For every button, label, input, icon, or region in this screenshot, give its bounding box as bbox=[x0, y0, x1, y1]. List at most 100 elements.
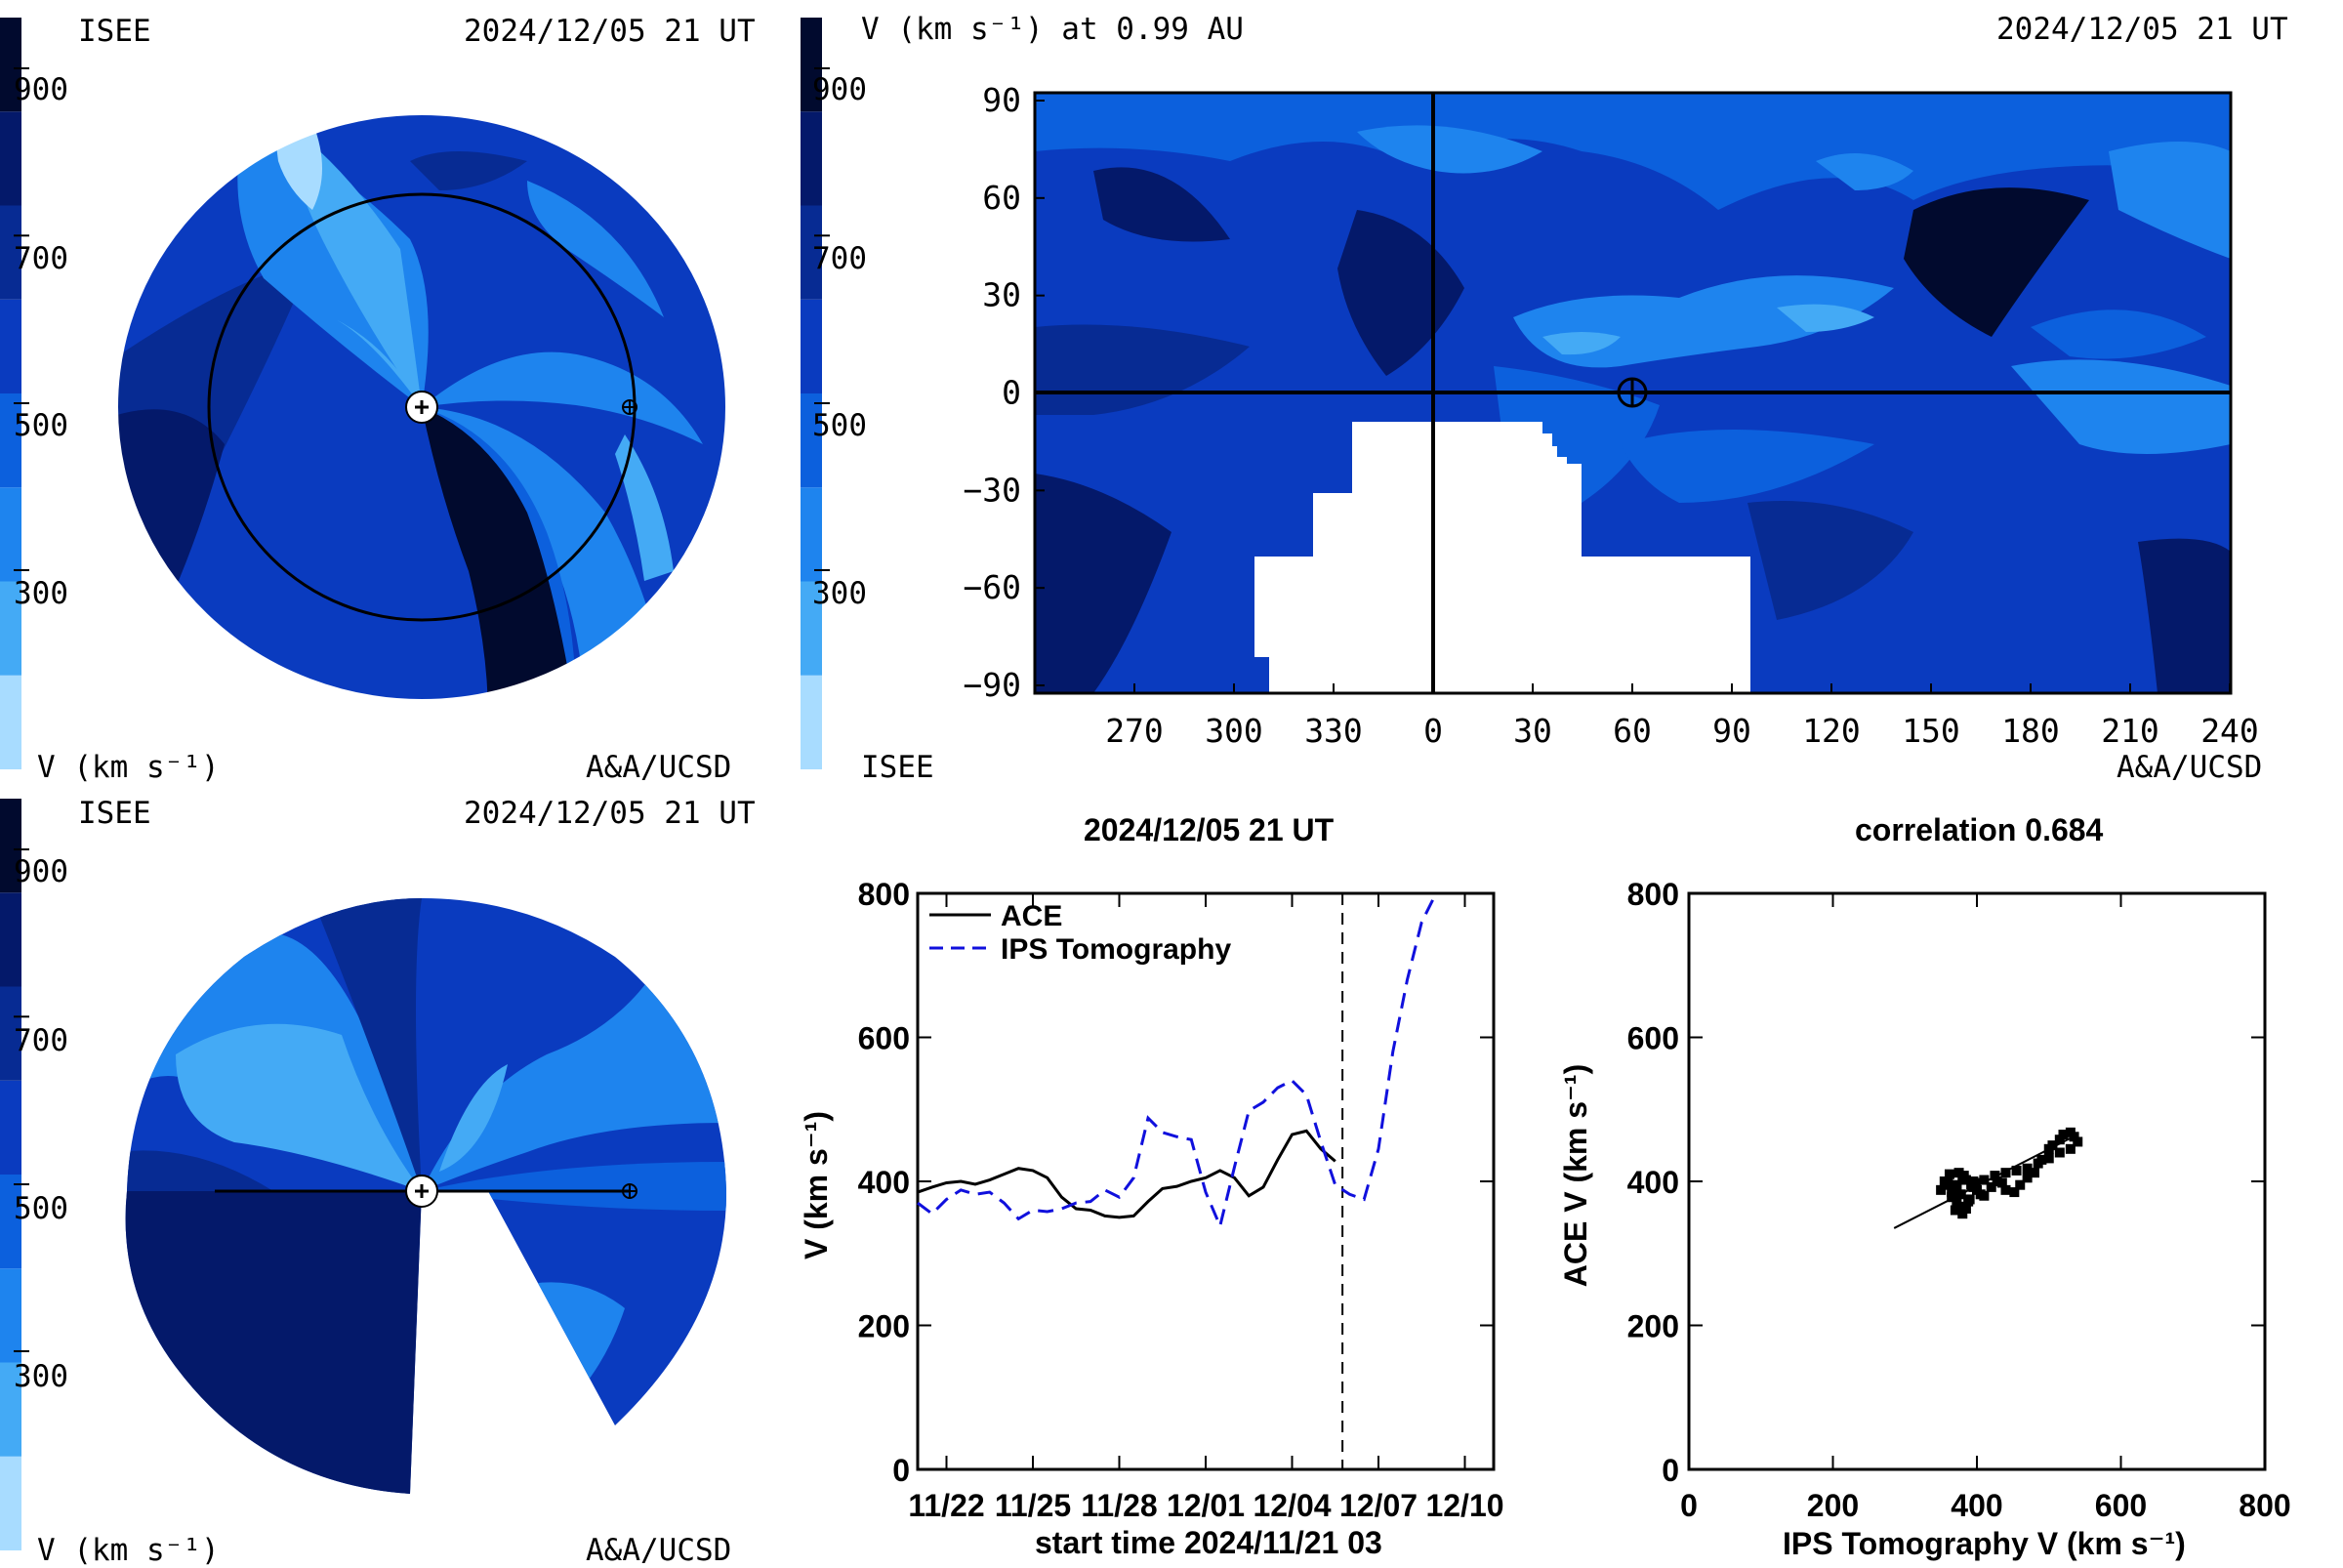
scatter-point bbox=[2033, 1158, 2043, 1169]
colorbar-tick-500: 500 bbox=[14, 408, 68, 443]
colorbar-band bbox=[0, 1080, 21, 1175]
panel-timestamp: 2024/12/05 21 UT bbox=[464, 796, 756, 831]
fit-line bbox=[1893, 1136, 2072, 1229]
scatter-point bbox=[1955, 1201, 1966, 1212]
y-tick-label: 800 bbox=[1627, 877, 1679, 912]
legend-label: ACE bbox=[1001, 900, 1062, 932]
colorbar-band bbox=[801, 581, 822, 676]
colorbar-band bbox=[0, 111, 21, 206]
timeseries-xlabel: start time 2024/11/21 03 bbox=[1035, 1525, 1382, 1560]
colorbar-tick-900: 900 bbox=[812, 72, 867, 107]
scatter-point bbox=[2065, 1143, 2076, 1154]
y-tick-label: 0 bbox=[892, 1453, 910, 1488]
meridional-velocity-disk bbox=[125, 898, 727, 1494]
y-tick-label: 600 bbox=[1627, 1021, 1679, 1056]
scatter-point bbox=[1968, 1176, 1979, 1186]
colorbar-top-right bbox=[801, 18, 830, 769]
scatter-point bbox=[1950, 1205, 1960, 1216]
scatter-point bbox=[2015, 1179, 2026, 1190]
scatter-point bbox=[1990, 1171, 2000, 1181]
colorbar-top-left bbox=[0, 18, 29, 769]
y-tick-label: 200 bbox=[1627, 1309, 1679, 1344]
colorbar-band bbox=[0, 1456, 21, 1550]
colorbar-band bbox=[0, 675, 21, 769]
colorbar-tick-300: 300 bbox=[14, 1359, 68, 1394]
colorbar-band bbox=[0, 799, 21, 893]
scatter-point bbox=[2043, 1153, 2054, 1164]
colorbar-band bbox=[0, 1268, 21, 1363]
colorbar-band bbox=[801, 299, 822, 393]
colorbar-band bbox=[801, 393, 822, 488]
map-x-tick-label: 240 bbox=[2200, 712, 2259, 750]
y-tick-label: 0 bbox=[1662, 1453, 1679, 1488]
map-y-tick-label: −30 bbox=[963, 471, 1021, 509]
panel-timestamp: 2024/12/05 21 UT bbox=[464, 14, 756, 49]
map-x-tick-label: 300 bbox=[1205, 712, 1263, 750]
colorbar-tick-700: 700 bbox=[14, 1023, 68, 1058]
scatter-point bbox=[2073, 1136, 2083, 1147]
map-x-tick-label: 330 bbox=[1304, 712, 1363, 750]
series-line-ace bbox=[917, 1129, 1336, 1219]
colorbar-tick-900: 900 bbox=[14, 854, 68, 889]
scatter-point bbox=[1957, 1173, 1968, 1183]
colorbar-band bbox=[0, 1175, 21, 1269]
scatter-point bbox=[2058, 1130, 2069, 1140]
scatter-point bbox=[1957, 1209, 1968, 1219]
colorbar-band bbox=[801, 675, 822, 769]
scatter-point bbox=[1960, 1204, 1971, 1215]
series-line-ips bbox=[917, 892, 1438, 1231]
x-tick-label: 0 bbox=[1680, 1488, 1698, 1523]
x-tick-label: 11/25 bbox=[995, 1488, 1071, 1523]
map-x-tick-label: 90 bbox=[1712, 712, 1751, 750]
colorbar-band bbox=[0, 1362, 21, 1457]
y-tick-label: 800 bbox=[858, 877, 910, 912]
scatter-point bbox=[2047, 1140, 2058, 1151]
colorbar-band bbox=[801, 487, 822, 582]
scatter-point bbox=[2022, 1163, 2033, 1174]
x-tick-label: 12/01 bbox=[1167, 1488, 1245, 1523]
y-tick-label: 600 bbox=[858, 1021, 910, 1056]
map-credit: A&A/UCSD bbox=[2117, 750, 2263, 785]
scatter-point bbox=[2011, 1165, 2022, 1176]
scatter-point bbox=[2009, 1187, 2020, 1198]
x-tick-label: 400 bbox=[1951, 1488, 2002, 1523]
map-x-tick-label: 210 bbox=[2101, 712, 2159, 750]
scatter-point bbox=[1979, 1190, 1990, 1201]
map-timestamp: 2024/12/05 21 UT bbox=[1996, 12, 2288, 47]
colorbar-band bbox=[0, 393, 21, 488]
scatter-point bbox=[1979, 1175, 1990, 1185]
x-tick-label: 11/22 bbox=[908, 1488, 984, 1523]
colorbar-band bbox=[0, 581, 21, 676]
map-y-tick-label: 0 bbox=[1002, 374, 1021, 412]
scatter-point bbox=[2030, 1168, 2039, 1178]
ecliptic-velocity-disk bbox=[116, 113, 727, 701]
scatter-point bbox=[1936, 1184, 1947, 1195]
colorbar-band bbox=[0, 205, 21, 300]
x-tick-label: 800 bbox=[2239, 1488, 2290, 1523]
colorbar-band bbox=[0, 299, 21, 393]
colorbar-tick-300: 300 bbox=[14, 576, 68, 611]
colorbar-tick-500: 500 bbox=[812, 408, 867, 443]
scatter-title: correlation 0.684 bbox=[1855, 812, 2104, 847]
scatter-ylabel: ACE V (km s⁻¹) bbox=[1558, 1063, 1594, 1288]
colorbar-band bbox=[801, 205, 822, 300]
scatter-point bbox=[1953, 1168, 1964, 1178]
scatter-point bbox=[1943, 1177, 1953, 1188]
colorbar-band bbox=[801, 18, 822, 112]
colorbar-band bbox=[801, 111, 822, 206]
y-tick-label: 400 bbox=[858, 1165, 910, 1200]
x-tick-label: 12/07 bbox=[1339, 1488, 1418, 1523]
map-x-tick-label: 30 bbox=[1513, 712, 1552, 750]
map-x-tick-label: 150 bbox=[1902, 712, 1960, 750]
latlon-velocity-map bbox=[1033, 91, 2233, 695]
timeseries-ylabel: V (km s⁻¹) bbox=[799, 1110, 835, 1260]
scatter-point bbox=[2000, 1168, 2011, 1178]
colorbar-label: V (km s⁻¹) bbox=[37, 750, 220, 785]
map-x-tick-label: 270 bbox=[1105, 712, 1164, 750]
y-tick-label: 200 bbox=[858, 1309, 910, 1344]
map-x-tick-label: 120 bbox=[1802, 712, 1861, 750]
scatter-point bbox=[2000, 1184, 2011, 1195]
scatter-point bbox=[1952, 1196, 1962, 1207]
